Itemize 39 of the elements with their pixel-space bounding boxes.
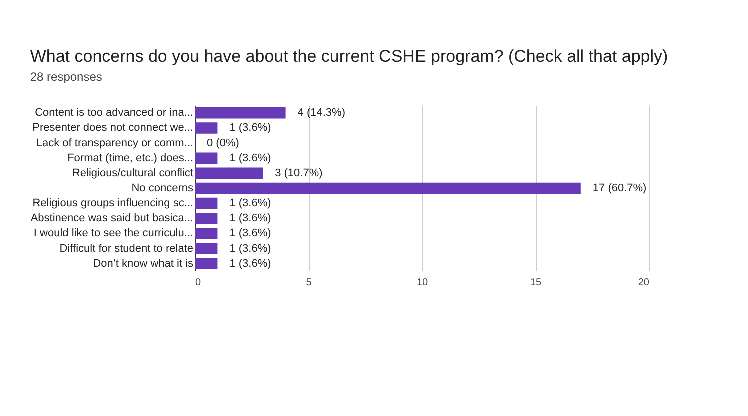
x-tick-label: 5: [306, 278, 312, 288]
bar: [195, 108, 286, 119]
data-label: 3 (10.7%): [275, 167, 323, 180]
bar: [195, 212, 218, 224]
data-label: 1 (3.6%): [230, 228, 272, 240]
data-label: 1 (3.6%): [230, 258, 272, 270]
y-tick-label: Lack of transparency or comm...: [36, 137, 194, 150]
data-label: 4 (14.3%): [298, 107, 346, 120]
y-tick-label: I would like to see the curriculu...: [34, 228, 194, 240]
data-label: 1 (3.6%): [230, 122, 272, 134]
data-label: 0 (0%): [207, 137, 240, 150]
data-label: 1 (3.6%): [230, 212, 272, 225]
y-tick-label: Religious/cultural conflict: [72, 167, 194, 180]
y-tick-label: Abstinence was said but basica...: [30, 212, 194, 225]
y-tick-label: Religious groups influencing sc...: [32, 198, 194, 210]
y-tick-label: Format (time, etc.) does...: [68, 152, 194, 164]
x-tick-label: 15: [530, 278, 542, 288]
y-tick-label: Content is too advanced or ina...: [35, 107, 194, 120]
data-label: 1 (3.6%): [230, 152, 272, 164]
y-tick-label: No concerns: [132, 182, 194, 194]
text: 28 responses: [30, 70, 102, 84]
bar: [195, 198, 218, 210]
bar: [195, 122, 218, 134]
y-tick-label: Difficult for student to relate: [60, 242, 194, 255]
bar: [195, 152, 218, 164]
chart-title: What concerns do you have about the current CSHE program? (Check all that apply): [30, 47, 668, 66]
bar: [195, 258, 218, 270]
data-label: 17 (60.7%): [592, 182, 647, 194]
bar: [195, 168, 264, 180]
bar: [195, 228, 218, 240]
y-tick-label: Don’t know what it is: [93, 258, 194, 270]
data-label: 1 (3.6%): [230, 198, 272, 210]
data-label: 1 (3.6%): [230, 242, 272, 255]
bar: [195, 182, 581, 194]
x-tick-label: 0: [196, 278, 202, 288]
bar: [195, 243, 218, 254]
x-tick-label: 20: [638, 278, 650, 288]
y-tick-label: Presenter does not connect we...: [32, 122, 194, 134]
x-tick-label: 10: [416, 278, 428, 288]
